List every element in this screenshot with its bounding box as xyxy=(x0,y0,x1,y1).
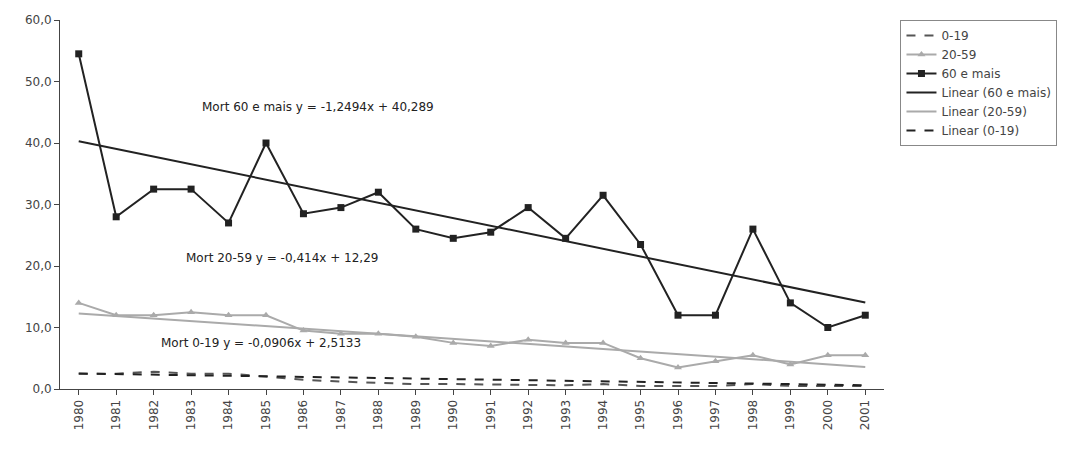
svg-text:1998: 1998 xyxy=(746,400,760,431)
svg-text:2001: 2001 xyxy=(858,400,872,431)
svg-text:1999: 1999 xyxy=(783,400,797,431)
svg-text:0-19: 0-19 xyxy=(941,29,968,43)
svg-text:Mort 20-59 y = -0,414x + 12,29: Mort 20-59 y = -0,414x + 12,29 xyxy=(186,251,378,265)
svg-text:10,0: 10,0 xyxy=(25,321,52,335)
svg-text:1996: 1996 xyxy=(671,400,685,431)
svg-text:1989: 1989 xyxy=(409,400,423,431)
svg-text:1991: 1991 xyxy=(484,400,498,431)
svg-text:1980: 1980 xyxy=(72,400,86,431)
svg-text:Linear (0-19): Linear (0-19) xyxy=(941,124,1019,138)
svg-text:2000: 2000 xyxy=(821,400,835,431)
svg-text:40,0: 40,0 xyxy=(25,136,52,150)
svg-text:1990: 1990 xyxy=(446,400,460,431)
svg-text:30,0: 30,0 xyxy=(25,198,52,212)
svg-text:1981: 1981 xyxy=(109,400,123,431)
svg-text:1987: 1987 xyxy=(334,400,348,431)
svg-text:1992: 1992 xyxy=(521,400,535,431)
svg-text:0,0: 0,0 xyxy=(33,382,52,396)
svg-text:1997: 1997 xyxy=(708,400,722,431)
svg-text:60 e mais: 60 e mais xyxy=(941,67,1000,81)
svg-text:Linear (60 e mais): Linear (60 e mais) xyxy=(941,86,1050,100)
svg-text:1985: 1985 xyxy=(259,400,273,431)
svg-text:Mort 0-19 y = -0,0906x + 2,513: Mort 0-19 y = -0,0906x + 2,5133 xyxy=(161,336,361,350)
svg-text:1983: 1983 xyxy=(184,400,198,431)
svg-text:1982: 1982 xyxy=(147,400,161,431)
svg-text:1995: 1995 xyxy=(633,400,647,431)
svg-text:Mort 60 e mais y = -1,2494x +: Mort 60 e mais y = -1,2494x + 40,289 xyxy=(202,100,434,114)
svg-text:1988: 1988 xyxy=(371,400,385,431)
svg-text:1984: 1984 xyxy=(221,400,235,431)
svg-text:1993: 1993 xyxy=(559,400,573,431)
svg-text:1986: 1986 xyxy=(296,400,310,431)
svg-text:50,0: 50,0 xyxy=(25,75,52,89)
svg-text:20-59: 20-59 xyxy=(941,48,976,62)
svg-text:20,0: 20,0 xyxy=(25,259,52,273)
svg-text:60,0: 60,0 xyxy=(25,13,52,27)
svg-text:1994: 1994 xyxy=(596,400,610,431)
svg-text:Linear (20-59): Linear (20-59) xyxy=(941,105,1026,119)
